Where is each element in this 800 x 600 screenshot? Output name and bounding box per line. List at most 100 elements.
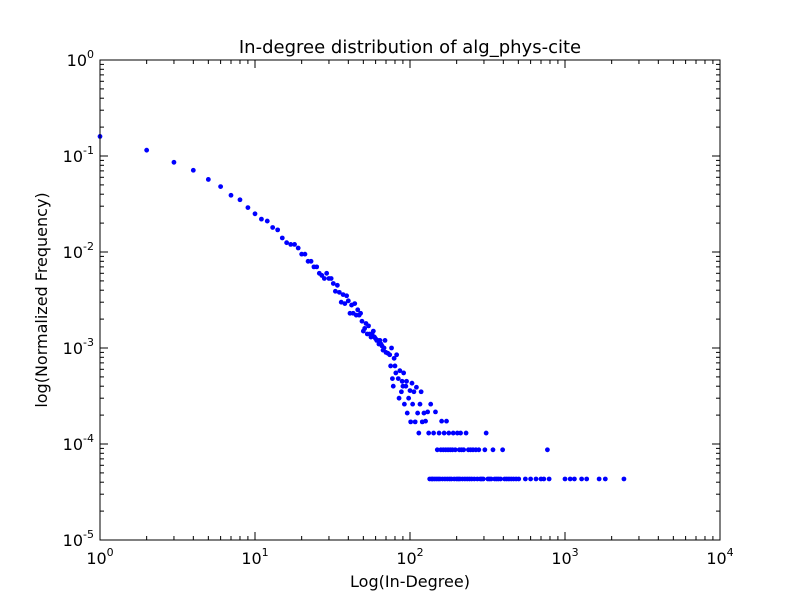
data-point (545, 447, 550, 453)
data-point (295, 245, 301, 251)
data-point (452, 447, 458, 453)
data-point (342, 301, 348, 307)
data-point (399, 378, 405, 384)
data-point (218, 184, 224, 190)
data-point (358, 310, 363, 316)
data-point (421, 410, 427, 416)
data-point (324, 270, 330, 276)
data-point (355, 307, 361, 313)
data-point (444, 418, 449, 424)
data-point (205, 177, 211, 182)
data-point (436, 430, 442, 436)
data-point (279, 235, 285, 241)
data-point (284, 240, 290, 246)
data-point (264, 218, 270, 224)
data-point (344, 293, 350, 299)
data-point (602, 476, 608, 482)
data-point (391, 355, 397, 361)
data-point (321, 276, 327, 281)
data-point (482, 447, 488, 453)
data-point (401, 401, 407, 407)
data-point (381, 345, 387, 351)
data-point (382, 338, 388, 343)
data-point (302, 251, 308, 257)
data-point (228, 192, 234, 198)
data-point (393, 370, 399, 376)
y-tick-label: 10-2 (63, 240, 94, 262)
data-point (423, 418, 428, 424)
data-point (441, 430, 447, 436)
data-point (370, 328, 376, 334)
data-point (425, 409, 431, 415)
data-point (450, 430, 456, 436)
data-point (434, 447, 440, 453)
data-point (428, 401, 434, 407)
y-tick-label: 10-3 (63, 336, 94, 358)
data-point (308, 258, 314, 264)
data-point (292, 242, 297, 247)
data-point (621, 476, 627, 482)
data-point (516, 476, 522, 482)
x-tick-label: 101 (241, 546, 268, 568)
data-point (567, 476, 573, 482)
data-point (572, 476, 577, 482)
data-point (461, 447, 467, 453)
data-point (398, 389, 404, 395)
data-point (408, 419, 414, 425)
y-tick-label: 10-5 (63, 528, 94, 550)
data-point (500, 447, 506, 453)
data-point (144, 147, 150, 153)
data-point (252, 211, 258, 217)
data-point (366, 323, 371, 329)
data-point (404, 378, 409, 384)
data-point (394, 352, 400, 358)
data-point (396, 395, 402, 401)
data-point (406, 395, 412, 401)
data-point (275, 227, 281, 233)
data-point (417, 401, 423, 407)
data-point (431, 430, 436, 436)
data-point (416, 430, 422, 436)
data-point (288, 242, 294, 247)
data-point (397, 368, 403, 374)
data-point (245, 205, 251, 211)
data-point (426, 430, 432, 436)
data-point (377, 338, 383, 343)
data-point (190, 167, 196, 173)
data-point (411, 389, 417, 395)
data-point (579, 476, 585, 482)
x-tick-label: 100 (86, 546, 113, 568)
data-point (596, 476, 602, 482)
y-tick-label: 100 (67, 48, 94, 70)
data-point (480, 476, 486, 482)
data-point (392, 363, 398, 369)
data-point (387, 352, 393, 358)
data-point (299, 251, 305, 257)
data-point (332, 288, 338, 294)
data-point (359, 318, 365, 324)
data-point (403, 383, 409, 389)
data-point (171, 159, 177, 165)
data-point (528, 476, 534, 482)
data-point (390, 376, 395, 381)
data-point (433, 409, 438, 415)
axis-ticks: 100 101 102 103 104 10-5 10-4 10-3 10-2 10-1 100 (63, 48, 734, 568)
data-point (401, 370, 407, 376)
data-point (362, 326, 368, 331)
plot-frame (99, 59, 721, 541)
data-point (533, 476, 539, 482)
data-point (490, 447, 496, 453)
data-point (414, 384, 419, 390)
data-point (237, 197, 243, 203)
data-point (259, 216, 264, 222)
data-point (584, 476, 590, 482)
data-point (388, 363, 394, 369)
y-axis-label: log(Normalized Frequency) (32, 192, 51, 407)
data-point (390, 383, 396, 389)
data-point (352, 301, 358, 307)
data-point (562, 476, 568, 482)
data-point (476, 447, 482, 453)
data-point (498, 476, 503, 482)
x-axis-label: Log(In-Degree) (350, 572, 470, 591)
